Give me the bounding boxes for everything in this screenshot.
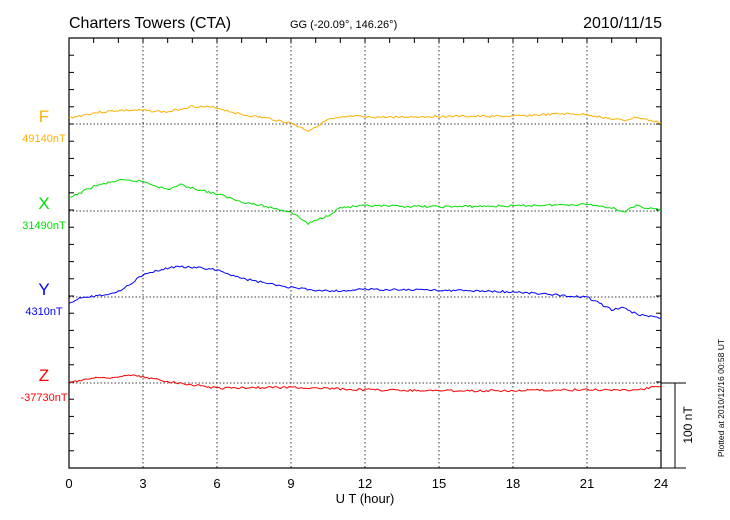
x-tick-label: 9 [287, 476, 294, 491]
chart-title: Charters Towers (CTA) [69, 15, 231, 32]
series-baseline-Y: 4310nT [25, 306, 63, 318]
chart-date: 2010/11/15 [583, 15, 662, 32]
x-tick-label: 0 [65, 476, 72, 491]
x-tick-label: 3 [139, 476, 146, 491]
x-tick-label: 15 [432, 476, 446, 491]
series-name-Y: Y [38, 280, 49, 299]
series-name-X: X [38, 194, 49, 213]
x-tick-label: 6 [213, 476, 220, 491]
x-axis-label: U T (hour) [336, 491, 395, 506]
series-line-X [68, 178, 661, 226]
series-baseline-Z: -37730nT [20, 392, 67, 404]
series-line-F [68, 105, 662, 132]
series-baseline-F: 49140nT [22, 133, 66, 145]
x-tick-label: 12 [358, 476, 372, 491]
x-tick-label: 21 [580, 476, 594, 491]
x-tick-label: 18 [506, 476, 520, 491]
series-line-Y [68, 265, 662, 319]
series-name-F: F [39, 107, 49, 126]
series-line-Z [68, 374, 662, 393]
series-baseline-X: 31490nT [22, 220, 66, 232]
series-name-Z: Z [39, 366, 49, 385]
x-tick-label: 24 [654, 476, 668, 491]
plotted-note: Plotted at 2010/12/16 00:58 UT [716, 339, 726, 457]
chart-subtitle: GG (-20.09°, 146.26°) [290, 19, 397, 31]
scale-label: 100 nT [681, 406, 695, 444]
